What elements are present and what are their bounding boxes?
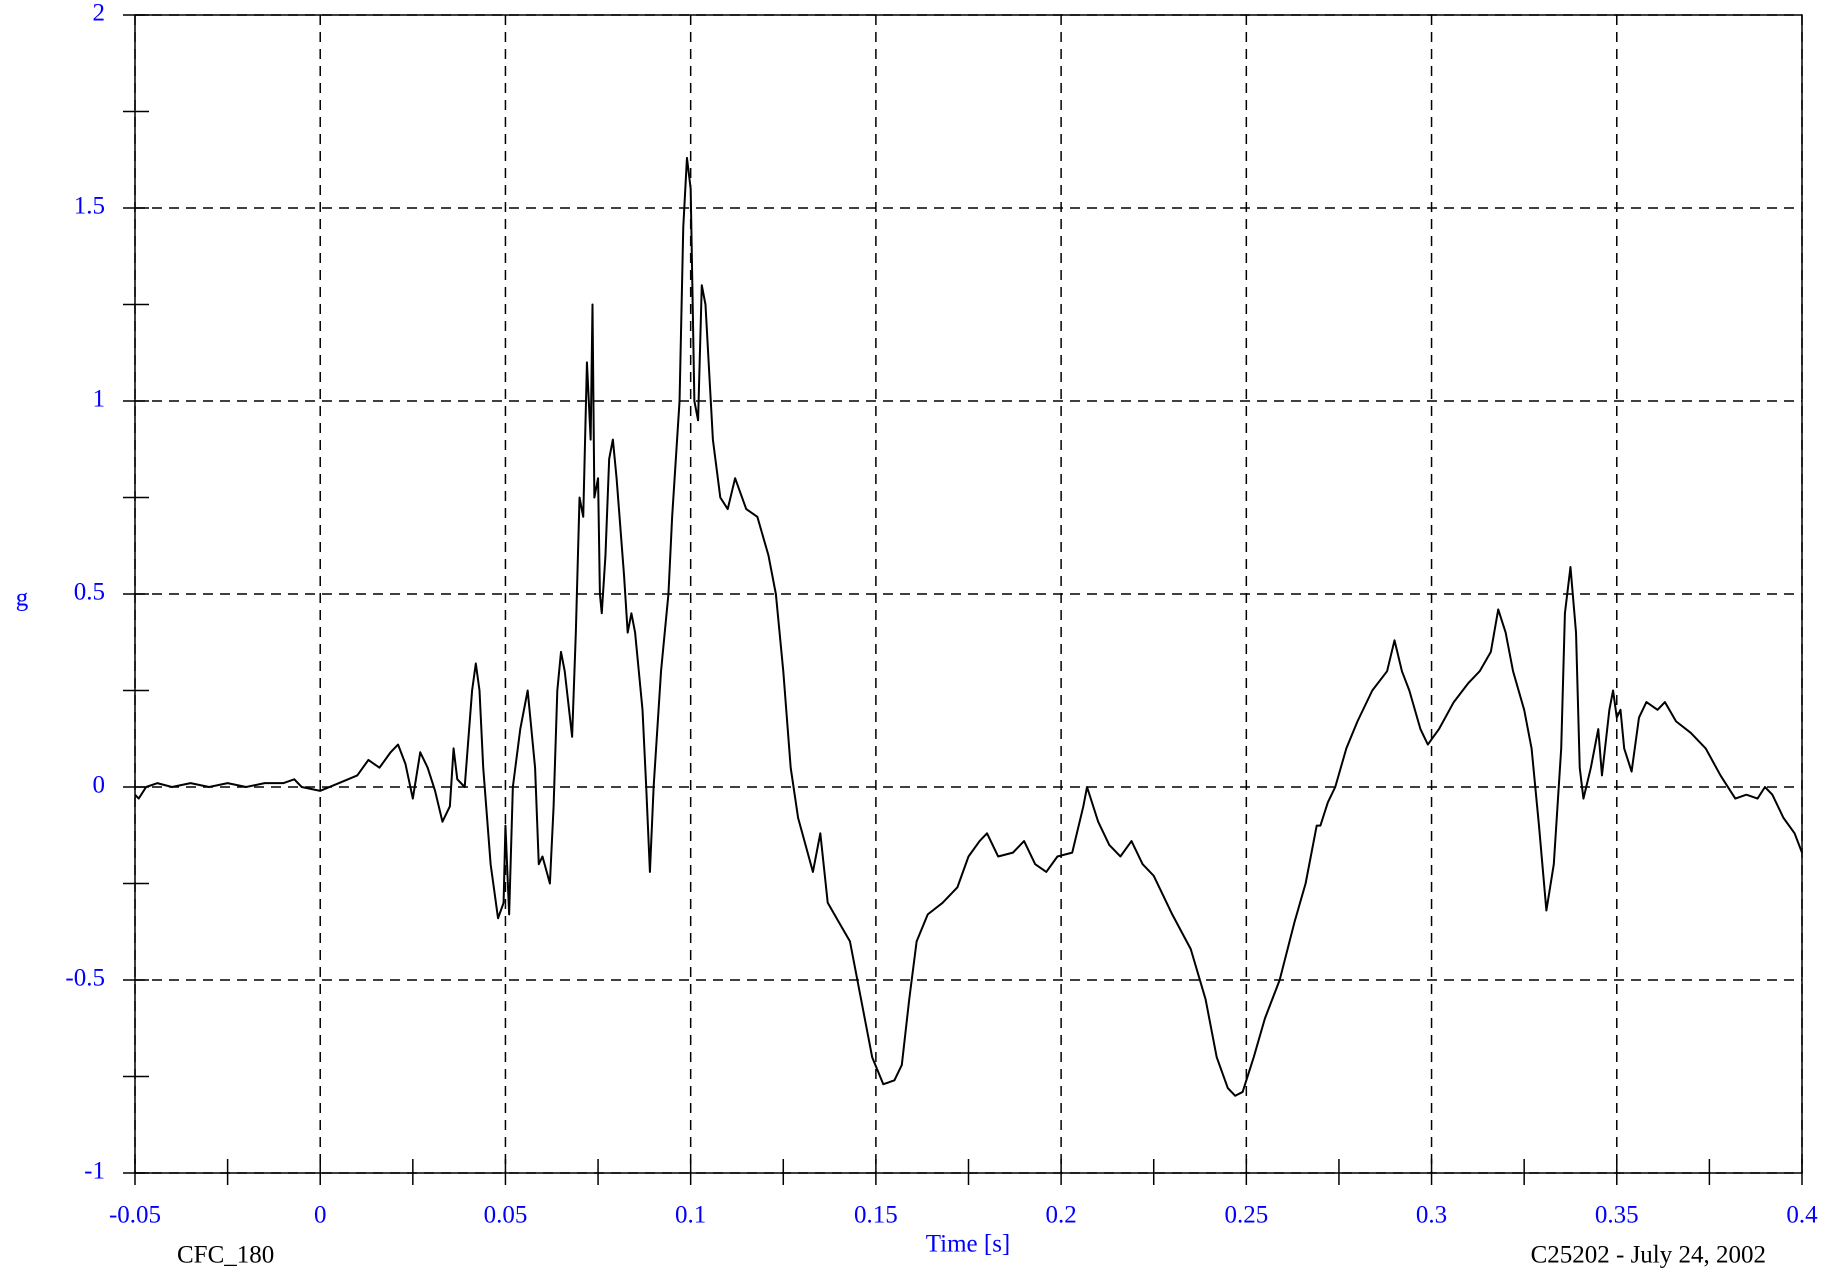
y-axis-label: g xyxy=(16,585,29,612)
x-tick-label: 0.15 xyxy=(854,1202,898,1229)
x-tick-label: 0.1 xyxy=(675,1202,706,1229)
x-tick-label: 0.25 xyxy=(1224,1202,1268,1229)
y-tick-label: -1 xyxy=(84,1158,105,1185)
footer-left: CFC_180 xyxy=(177,1242,274,1269)
y-tick-label: 0 xyxy=(93,772,106,799)
x-tick-label: 0 xyxy=(314,1202,327,1229)
y-tick-label: 1 xyxy=(93,386,106,413)
plot-frame xyxy=(134,14,1803,1174)
x-tick-label: 0.2 xyxy=(1045,1202,1076,1229)
y-tick-label: 1.5 xyxy=(74,193,105,220)
y-tick-label: 0.5 xyxy=(74,579,105,606)
x-axis-label: Time [s] xyxy=(926,1231,1011,1258)
footer-right: C25202 - July 24, 2002 xyxy=(1531,1242,1766,1269)
x-tick-label: -0.05 xyxy=(109,1202,161,1229)
x-tick-label: 0.3 xyxy=(1416,1202,1447,1229)
data-line xyxy=(134,156,1803,1097)
y-tick-label: -0.5 xyxy=(65,965,105,992)
y-tick-label: 2 xyxy=(93,0,106,27)
x-tick-label: 0.4 xyxy=(1786,1202,1818,1229)
x-tick-label: 0.05 xyxy=(484,1202,528,1229)
x-tick-label: 0.35 xyxy=(1595,1202,1639,1229)
